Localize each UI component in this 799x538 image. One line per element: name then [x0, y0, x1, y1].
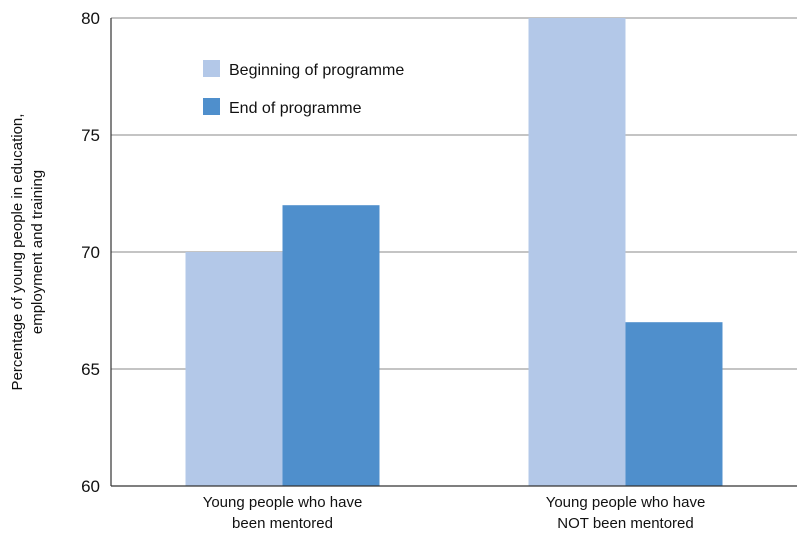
x-category-label: Young people who have NOT been mentored: [546, 494, 706, 532]
y-tick-label: 65: [81, 360, 100, 379]
legend-label: End of programme: [229, 100, 362, 117]
y-tick-label: 60: [81, 477, 100, 496]
y-tick-label: 80: [81, 9, 100, 28]
bar-beginning-2: [528, 18, 626, 486]
legend-label: Beginning of programme: [229, 62, 404, 79]
bar-end-1: [282, 205, 380, 486]
axes: [110, 18, 797, 487]
legend-swatch: [203, 60, 220, 77]
legend: Beginning of programme End of programme: [203, 60, 404, 117]
y-tick-label: 70: [81, 243, 100, 262]
bars: [185, 18, 723, 486]
y-tick-label: 75: [81, 126, 100, 145]
x-category-labels: Young people who have been mentored Young …: [203, 494, 706, 532]
bar-beginning-1: [185, 252, 283, 486]
y-tick-labels: 60 65 70 75 80: [81, 9, 100, 496]
y-axis-label: Percentage of young people in education,…: [9, 114, 46, 391]
legend-swatch: [203, 98, 220, 115]
x-category-label: Young people who have been mentored: [203, 494, 363, 532]
bar-end-2: [625, 322, 723, 486]
